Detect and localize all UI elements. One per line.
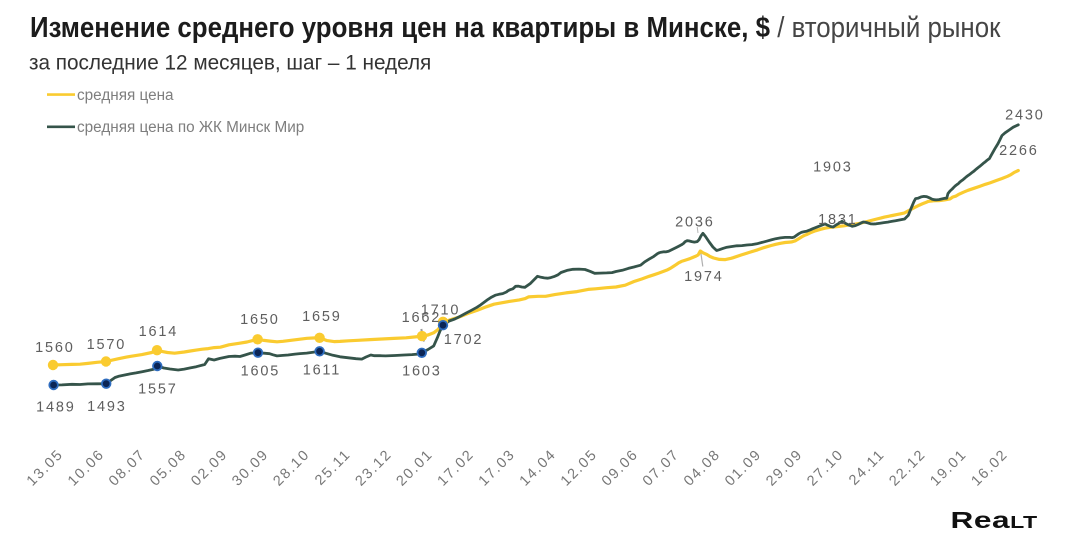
svg-text:средняя цена: средняя цена (77, 87, 174, 104)
svg-text:2266: 2266 (999, 143, 1038, 159)
svg-text:средняя цена по ЖК Минск Мир: средняя цена по ЖК Минск Мир (77, 119, 304, 136)
svg-text:2036: 2036 (675, 215, 714, 231)
svg-text:1710: 1710 (421, 302, 460, 318)
svg-text:1603: 1603 (402, 364, 441, 380)
svg-text:ReaLT: ReaLT (951, 507, 1038, 533)
svg-text:1493: 1493 (87, 399, 126, 415)
svg-text:1557: 1557 (138, 382, 177, 398)
svg-text:2430: 2430 (1005, 107, 1044, 123)
svg-text:1570: 1570 (87, 337, 126, 353)
svg-text:1605: 1605 (241, 364, 280, 380)
svg-text:1614: 1614 (139, 324, 178, 340)
svg-text:1650: 1650 (240, 312, 279, 328)
svg-text:1611: 1611 (303, 363, 341, 379)
svg-text:1560: 1560 (35, 340, 74, 356)
svg-text:1831: 1831 (818, 212, 857, 228)
svg-text:1702: 1702 (444, 332, 483, 348)
svg-text:1662: 1662 (402, 310, 441, 326)
svg-text:1489: 1489 (36, 400, 75, 416)
svg-text:1903: 1903 (813, 159, 852, 175)
svg-text:Изменение среднего уровня цен: Изменение среднего уровня цен на квартир… (30, 11, 1001, 44)
svg-text:1659: 1659 (302, 309, 341, 325)
svg-text:1974: 1974 (684, 269, 723, 285)
svg-text:за последние 12 месяцев, шаг –: за последние 12 месяцев, шаг – 1 неделя (29, 51, 431, 74)
